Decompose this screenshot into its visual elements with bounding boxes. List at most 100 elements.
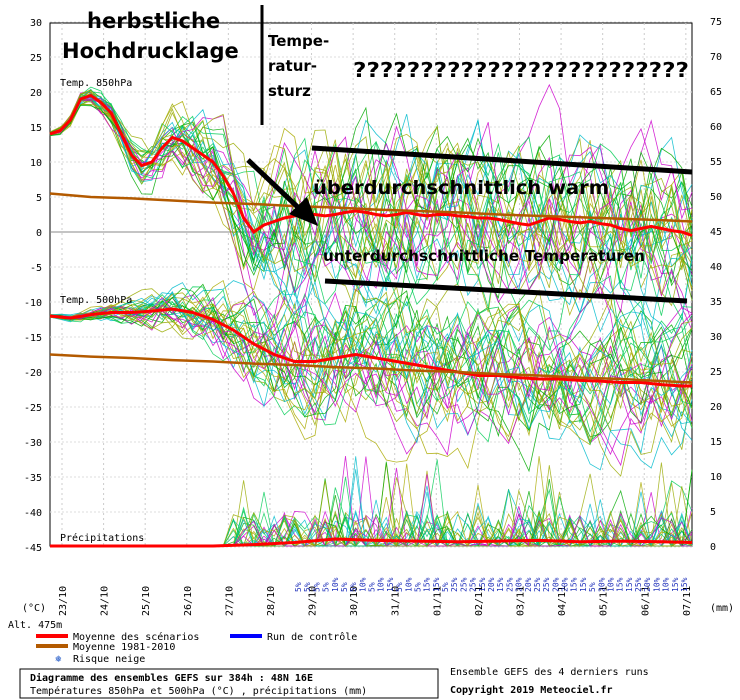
left-tick-label: -5	[30, 263, 42, 274]
annotation-upper-trend	[311, 145, 693, 175]
snow-risk-value: 25%	[505, 577, 514, 592]
right-tick-label: 50	[710, 192, 722, 203]
date-label: 05/11	[599, 586, 610, 616]
date-label: 07/11	[682, 586, 693, 616]
snow-risk-value: 25%	[450, 577, 459, 592]
date-label: 28/10	[266, 586, 277, 616]
ensemble-mean-line	[50, 537, 693, 548]
member-line-500	[49, 280, 693, 430]
snow-risk-value: 15%	[671, 577, 680, 592]
snow-risk-value: 20%	[597, 577, 606, 592]
snow-risk-value: 15%	[496, 577, 505, 592]
label-500hpa: Temp. 500hPa	[60, 295, 132, 306]
legend-climate-label: Moyenne 1981-2010	[73, 642, 175, 653]
left-tick-label: -10	[24, 298, 42, 309]
right-tick-label: 75	[710, 17, 722, 28]
snow-risk-value: 15%	[625, 577, 634, 592]
right-tick-label: 45	[710, 227, 722, 238]
snow-risk-value: 15%	[478, 577, 487, 592]
member-line-850	[49, 98, 693, 284]
snow-risk-value: 20%	[515, 577, 524, 592]
date-label: 04/11	[557, 586, 568, 616]
snow-risk-value: 5%	[588, 582, 597, 592]
altitude-label: Alt. 475m	[8, 620, 62, 631]
climate-mean-line	[49, 192, 693, 223]
snow-risk-value: 10%	[662, 577, 671, 592]
snow-risk-value: 20%	[487, 577, 496, 592]
snow-risk-value: 5%	[312, 582, 321, 592]
snow-risk-value: 10%	[358, 577, 367, 592]
member-line-500	[49, 290, 693, 430]
member-line-500	[49, 285, 693, 429]
member-line-500	[49, 283, 693, 424]
snow-risk-value: 5%	[441, 582, 450, 592]
member-line-850	[49, 86, 693, 297]
annotation-questionmarks: ?????????????????????????	[353, 58, 689, 82]
annotation-herbstliche: herbstliche	[87, 9, 220, 33]
snow-risk-value: 20%	[524, 577, 533, 592]
left-tick-label: 0	[36, 228, 42, 239]
right-tick-label: 15	[710, 437, 722, 448]
snow-risk-value: 25%	[459, 577, 468, 592]
snow-risk-value: 15%	[432, 577, 441, 592]
right-tick-label: 40	[710, 262, 722, 273]
annotation-tempe: Tempe-	[268, 32, 329, 50]
member-line-850	[49, 97, 693, 276]
right-tick-label: 25	[710, 367, 722, 378]
annotation-arrow-head	[289, 197, 318, 226]
left-tick-label: -30	[24, 438, 42, 449]
annotation-lower-trend	[324, 278, 688, 304]
annotation-hochdrucklage: Hochdrucklage	[62, 39, 239, 63]
annotation-cold: unterdurchschnittliche Temperaturen	[323, 247, 645, 265]
left-unit-label: (°C)	[22, 603, 46, 614]
snow-risk-value: 10%	[606, 577, 615, 592]
snow-risk-value: 25%	[634, 577, 643, 592]
left-tick-label: -45	[24, 543, 42, 554]
snow-risk-value: 5%	[413, 582, 422, 592]
snow-risk-value: 25%	[542, 577, 551, 592]
snow-risk-value: 10%	[331, 577, 340, 592]
date-label: 30/10	[349, 586, 360, 616]
left-tick-label: 10	[30, 158, 42, 169]
snow-risk-value: 15%	[579, 577, 588, 592]
member-line-850	[49, 94, 693, 332]
date-label: 31/10	[391, 586, 402, 616]
climate-mean-line	[49, 353, 693, 384]
label-850hpa: Temp. 850hPa	[60, 78, 132, 89]
snow-risk-value: 15%	[423, 577, 432, 592]
snow-risk-value: 15%	[680, 577, 689, 592]
member-line-850	[49, 88, 693, 345]
right-tick-label: 55	[710, 157, 722, 168]
snow-risk-value: 10%	[377, 577, 386, 592]
member-line-500	[49, 292, 693, 441]
date-label: 01/11	[432, 586, 443, 616]
snow-risk-value: 5%	[368, 582, 377, 592]
date-label: 25/10	[141, 586, 152, 616]
annotation-warm: überdurchschnittlich warm	[313, 177, 609, 199]
chart-title: Diagramme des ensembles GEFS sur 384h : …	[30, 672, 313, 684]
member-line-500	[49, 299, 693, 433]
snow-risk-value: 15%	[616, 577, 625, 592]
left-tick-label: -25	[24, 403, 42, 414]
snow-risk-value: 5%	[395, 582, 404, 592]
member-line-500	[49, 298, 693, 446]
member-line-500	[49, 287, 693, 433]
member-line-850	[49, 89, 693, 305]
left-tick-label: 25	[30, 53, 42, 64]
date-label: 27/10	[224, 586, 235, 616]
left-tick-label: 15	[30, 123, 42, 134]
snow-risk-value: 5%	[322, 582, 331, 592]
snow-risk-value: 10%	[652, 577, 661, 592]
snow-risk-value: 20%	[561, 577, 570, 592]
legend-mean-label: Moyenne des scénarios	[73, 631, 199, 643]
legend-snow-label: Risque neige	[73, 654, 145, 665]
snow-risk-value: 20%	[643, 577, 652, 592]
left-tick-label: -40	[24, 508, 42, 519]
left-tick-label: -20	[24, 368, 42, 379]
snow-risk-value: 5%	[349, 582, 358, 592]
source-note: Ensemble GEFS des 4 derniers runs	[450, 667, 649, 678]
annotation-arrow-shaft	[246, 158, 306, 215]
member-line-850	[49, 96, 693, 310]
member-line-850	[49, 96, 693, 331]
